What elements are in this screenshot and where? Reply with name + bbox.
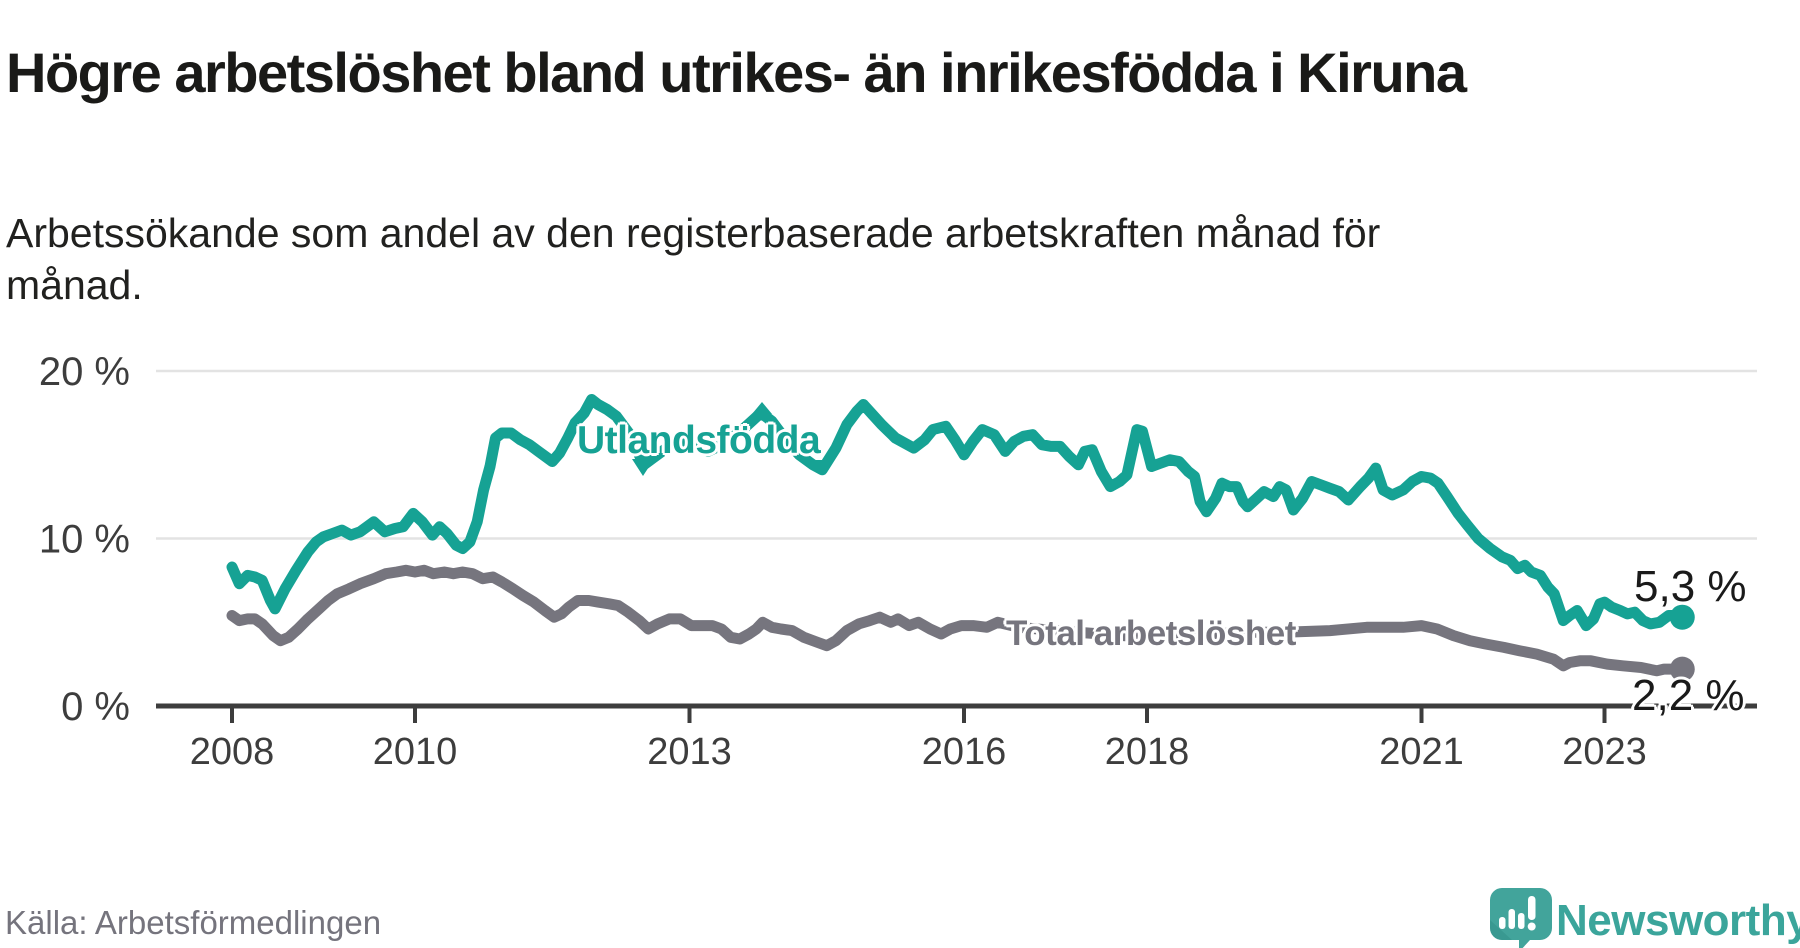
series-line-0 <box>226 394 1688 632</box>
x-axis-label: 2010 <box>373 731 458 773</box>
arrow-down-icon <box>632 459 654 476</box>
x-axis-label: 2018 <box>1105 731 1190 773</box>
chart-subtitle: Arbetssökande som andel av den registerb… <box>6 210 1381 309</box>
x-axis-label: 2008 <box>190 731 275 773</box>
end-value-total: 2,2 % <box>1632 671 1745 720</box>
arrow-down-icon <box>810 460 832 475</box>
y-axis-label: 20 % <box>39 350 130 394</box>
newsworthy-icon <box>1490 888 1552 948</box>
series-label-total-arbetsloshet: Total arbetslöshet <box>1006 614 1296 653</box>
arrow-up-icon <box>752 402 772 414</box>
x-axis-label: 2016 <box>922 731 1007 773</box>
newsworthy-logo: Newsworthy <box>1488 886 1800 948</box>
x-axis-label: 2021 <box>1379 731 1464 773</box>
y-axis-label: 0 % <box>61 685 130 729</box>
series-label-utlandsfodda: Utlandsfödda <box>577 419 821 462</box>
newsworthy-wordmark: Newsworthy <box>1556 896 1800 945</box>
x-axis-label: 2013 <box>647 731 732 773</box>
end-value-utlandsfodda: 5,3 % <box>1634 562 1747 611</box>
y-axis-label: 10 % <box>39 518 130 562</box>
source-text: Källa: Arbetsförmedlingen <box>5 904 382 941</box>
series-end-dot-0 <box>1669 604 1695 630</box>
series-end-dot-1 <box>1669 656 1695 682</box>
x-axis-label: 2023 <box>1562 731 1647 773</box>
page-title: Högre arbetslöshet bland utrikes- än inr… <box>6 40 1467 104</box>
series-line-1 <box>226 564 1688 677</box>
